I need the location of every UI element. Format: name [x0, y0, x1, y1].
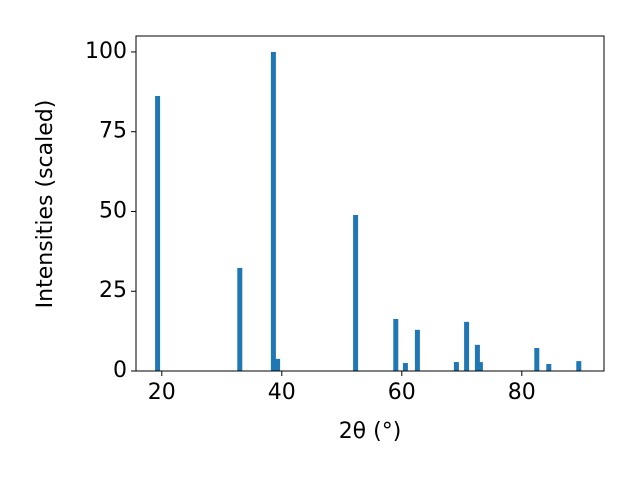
bar — [275, 358, 281, 371]
x-axis-label: 2θ (°) — [339, 419, 402, 444]
bar — [393, 318, 399, 371]
y-tick-label: 50 — [99, 198, 127, 223]
y-tick-label: 100 — [85, 39, 127, 64]
y-axis-label: Intensities (scaled) — [33, 100, 58, 309]
x-tick-label: 40 — [268, 380, 296, 405]
y-tick-label: 0 — [113, 358, 127, 383]
bar — [155, 95, 161, 371]
bar — [474, 344, 480, 371]
x-tick-label: 80 — [508, 380, 536, 405]
bar — [270, 51, 276, 371]
bar — [402, 363, 408, 371]
bar — [576, 361, 582, 371]
bar — [534, 348, 540, 371]
bar — [546, 363, 552, 371]
plot-frame — [135, 35, 605, 372]
bar — [453, 362, 459, 371]
bar — [237, 267, 243, 371]
bar — [414, 329, 420, 371]
y-tick-label: 75 — [99, 119, 127, 144]
x-tick-label: 20 — [148, 380, 176, 405]
bar — [477, 362, 483, 371]
y-tick-label: 25 — [99, 278, 127, 303]
bar — [353, 214, 359, 371]
bar — [464, 321, 470, 371]
x-tick-label: 60 — [388, 380, 416, 405]
